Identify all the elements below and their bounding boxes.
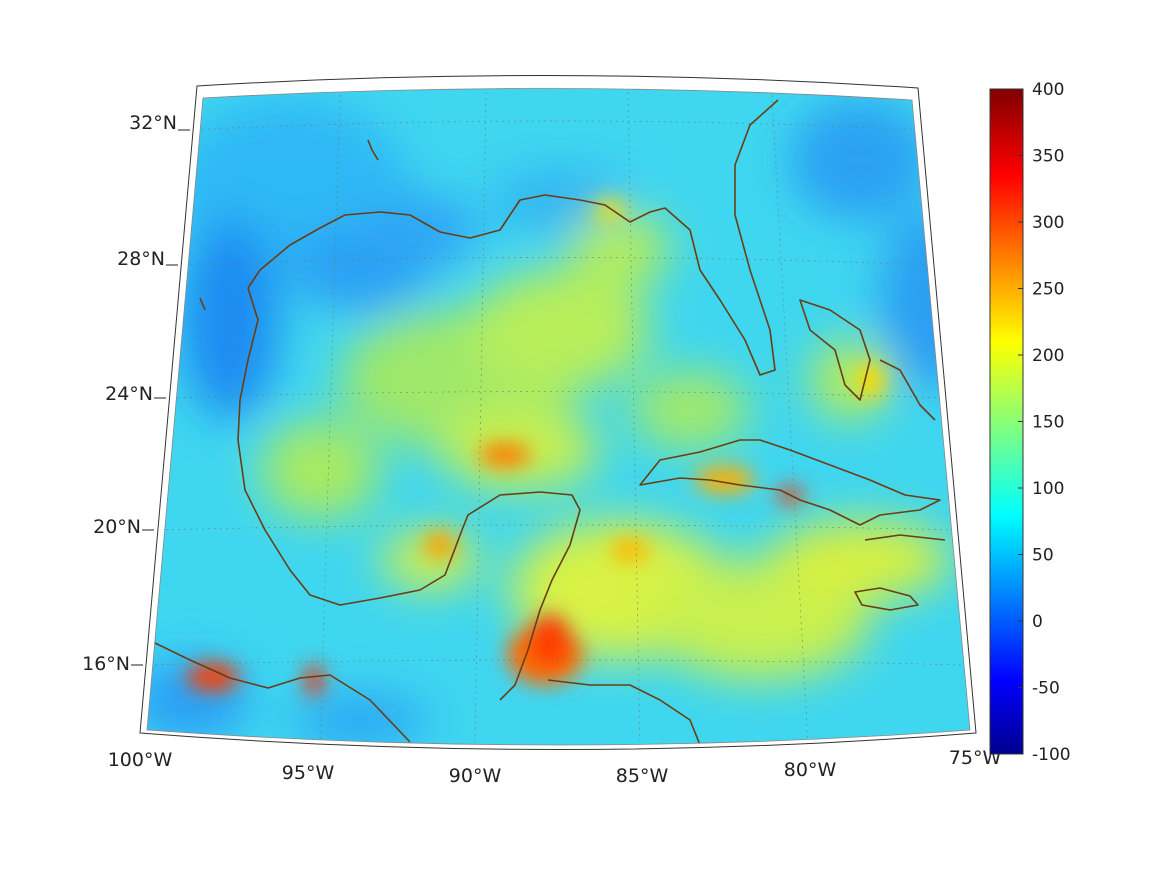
colorbar-tick-label: 400: [1032, 80, 1064, 100]
lat-label-32n: 32°N: [129, 112, 177, 134]
data-field: [147, 88, 970, 745]
lat-label-20n: 20°N: [93, 516, 141, 538]
colorbar-gradient: [989, 88, 1024, 755]
colorbar-tick-label: -50: [1032, 679, 1060, 699]
lon-label-80w: 80°W: [784, 759, 837, 781]
colorbar: 400 350 300 250 200 150 100 50 0 -50 -100: [989, 80, 1071, 765]
colorbar-tick-label: 50: [1032, 546, 1054, 566]
colorbar-ticks: 400 350 300 250 200 150 100 50 0 -50 -100: [1018, 80, 1071, 765]
colorbar-tick-label: -100: [1032, 745, 1071, 765]
colorbar-tick-label: 150: [1032, 413, 1064, 433]
map-frame: [139, 74, 977, 750]
colorbar-tick-label: 200: [1032, 346, 1064, 366]
lon-label-100w: 100°W: [108, 749, 173, 771]
colorbar-tick-label: 350: [1032, 147, 1064, 167]
lon-label-75w: 75°W: [949, 747, 1002, 769]
colorbar-tick-label: 0: [1032, 612, 1043, 632]
lon-label-90w: 90°W: [449, 765, 502, 787]
colorbar-tick-label: 250: [1032, 280, 1064, 300]
lat-label-24n: 24°N: [105, 383, 153, 405]
lon-label-95w: 95°W: [282, 762, 335, 784]
colorbar-tick-label: 100: [1032, 479, 1064, 499]
lon-axis: 100°W 95°W 90°W 85°W 80°W 75°W: [108, 747, 1002, 787]
lon-label-85w: 85°W: [616, 765, 669, 787]
coastlines: [154, 99, 946, 745]
graticule: [147, 91, 966, 745]
lat-axis: 32°N 28°N 24°N 20°N 16°N: [82, 112, 190, 675]
lat-label-16n: 16°N: [82, 653, 130, 675]
colorbar-tick-label: 300: [1032, 213, 1064, 233]
lat-label-28n: 28°N: [117, 248, 165, 270]
